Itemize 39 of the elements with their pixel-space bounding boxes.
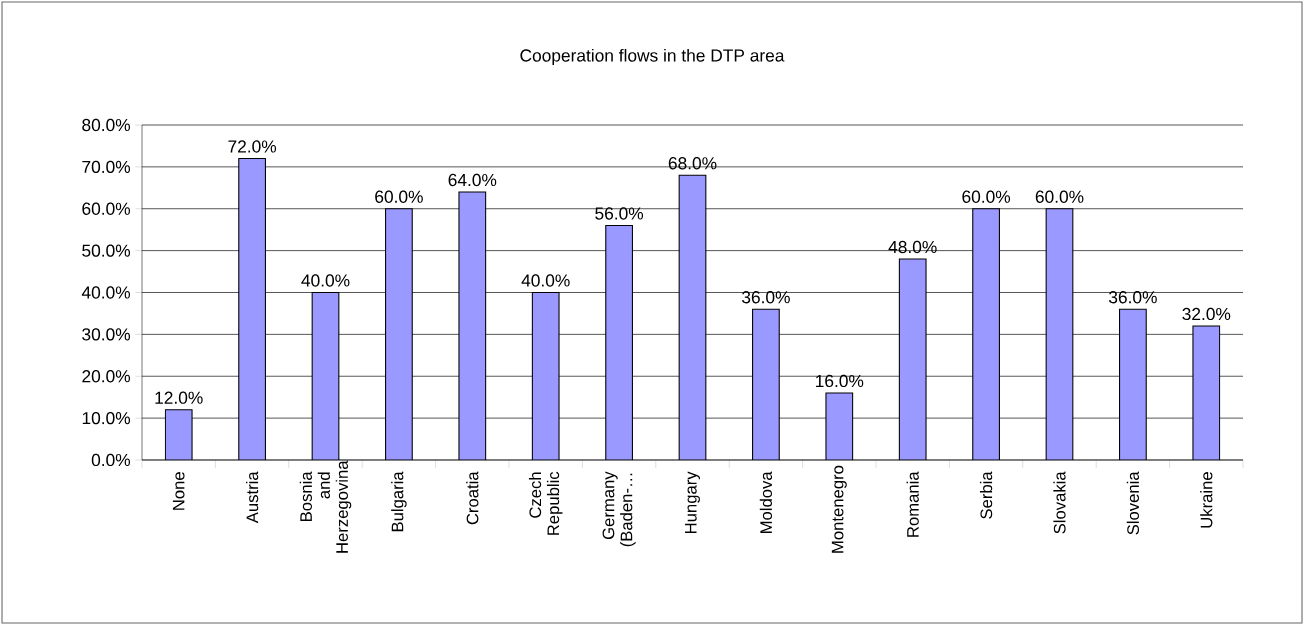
y-tick-label: 20.0% [82, 370, 131, 383]
x-tick-label: Bosnia and Herzegovina [299, 460, 352, 553]
x-tick-label: Slovenia [1126, 471, 1140, 535]
x-tick-label: Serbia [979, 471, 993, 519]
data-label: 60.0% [962, 190, 1011, 203]
data-label: 68.0% [668, 157, 717, 170]
x-tick-label: Germany (Baden-… [602, 471, 636, 547]
data-label: 36.0% [1108, 291, 1157, 304]
x-tick-label: Slovakia [1053, 471, 1066, 534]
x-tick-label: Bulgaria [391, 471, 407, 532]
y-tick-label: 50.0% [82, 244, 131, 257]
data-label: 64.0% [448, 173, 497, 187]
y-tick-label: 40.0% [81, 286, 131, 299]
data-label: 32.0% [1182, 307, 1231, 321]
x-tick-label: Czech Republic [528, 471, 563, 535]
data-label: 56.0% [595, 207, 644, 220]
x-tick-label: None [172, 472, 185, 510]
data-label: 36.0% [742, 291, 790, 304]
y-tick-label: 30.0% [82, 328, 131, 341]
data-label: 60.0% [1035, 190, 1084, 203]
data-label: 40.0% [301, 274, 350, 287]
chart-title: Cooperation flows in the DTP area [520, 48, 785, 66]
data-label: 72.0% [228, 140, 277, 153]
data-label: 40.0% [521, 274, 570, 287]
x-tick-label: Ukraine [1200, 472, 1213, 528]
y-tick-label: 10.0% [82, 411, 131, 425]
x-tick-label: Croatia [466, 471, 479, 525]
y-tick-label: 70.0% [82, 160, 131, 174]
y-tick-label: 0.0% [91, 453, 131, 467]
x-tick-label: Montenegro [831, 465, 847, 553]
data-label: 16.0% [816, 374, 864, 388]
data-label: 12.0% [155, 391, 203, 404]
y-tick-label: 80.0% [82, 118, 131, 132]
x-tick-label: Romania [906, 471, 919, 537]
y-tick-label: 60.0% [82, 202, 131, 215]
x-tick-label: Hungary [685, 471, 700, 533]
data-label: 60.0% [375, 190, 423, 203]
x-tick-label: Moldova [759, 471, 773, 533]
x-tick-label: Austria [245, 471, 259, 524]
